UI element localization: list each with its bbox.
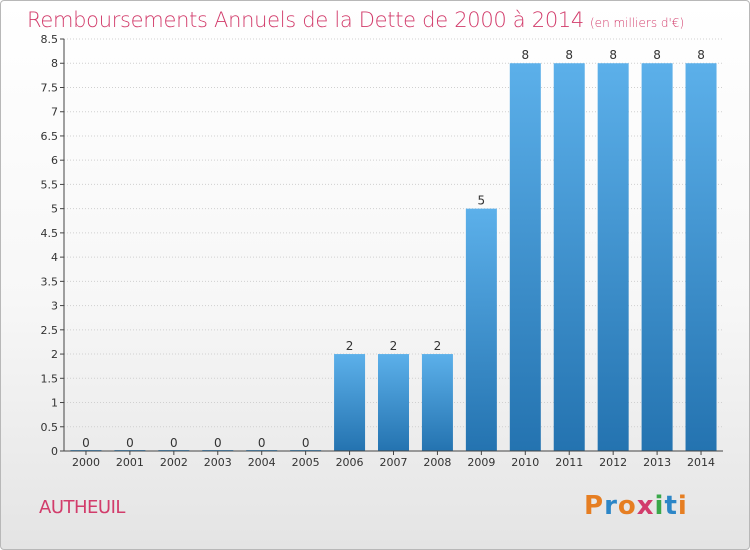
y-tick-label: 7 [51,106,58,119]
y-tick-label: 8.5 [41,33,59,46]
logo-letter: i [677,491,688,521]
x-tick-label: 2005 [292,456,320,469]
x-tick-label: 2013 [643,456,671,469]
data-label: 2 [346,339,354,353]
y-tick-label: 6.5 [41,130,59,143]
x-tick-label: 2001 [116,456,144,469]
x-tick-label: 2004 [248,456,276,469]
y-tick-label: 7.5 [41,81,59,94]
logo-letter: x [636,491,655,521]
chart-title: Remboursements Annuels de la Dette de 20… [27,8,684,32]
y-tick-label: 1 [51,397,58,410]
data-label: 5 [478,194,486,208]
bar [421,354,453,451]
commune-name: AUTHEUIL [39,497,125,518]
y-tick-label: 0 [51,445,58,458]
x-tick-label: 2011 [555,456,583,469]
y-tick-label: 5 [51,203,58,216]
bar [465,208,497,451]
data-label: 0 [170,436,178,450]
y-tick-label: 1.5 [41,372,59,385]
y-tick-label: 3.5 [41,275,59,288]
bar [641,63,673,452]
x-tick-label: 2003 [204,456,232,469]
data-label: 8 [653,48,661,62]
data-label: 0 [258,436,266,450]
data-label: 8 [609,48,617,62]
x-tick-label: 2002 [160,456,188,469]
y-tick-label: 0.5 [41,421,59,434]
x-tick-label: 2008 [423,456,451,469]
data-label: 0 [214,436,222,450]
chart-title-text: Remboursements Annuels de la Dette de 20… [27,8,584,32]
x-tick-label: 2009 [467,456,495,469]
y-tick-label: 5.5 [41,178,59,191]
y-tick-label: 2.5 [41,324,59,337]
logo-letter: t [664,491,678,521]
x-tick-label: 2007 [380,456,408,469]
logo-letter: r [604,491,618,521]
data-label: 2 [434,339,442,353]
y-tick-label: 8 [51,57,58,70]
y-tick-label: 2 [51,348,58,361]
data-label: 0 [302,436,310,450]
x-tick-label: 2006 [336,456,364,469]
y-tick-label: 4 [51,251,58,264]
logo-letter: i [654,491,665,521]
x-tick-label: 2010 [511,456,539,469]
logo-letter: P [584,491,605,521]
data-label: 8 [565,48,573,62]
x-tick-label: 2014 [687,456,715,469]
bar [553,63,585,452]
data-label: 0 [126,436,134,450]
chart-unit: (en milliers d'€) [590,16,685,30]
y-tick-label: 4.5 [41,227,59,240]
y-tick-label: 3 [51,300,58,313]
y-tick-label: 6 [51,154,58,167]
x-tick-label: 2000 [72,456,100,469]
data-label: 8 [521,48,529,62]
bar [378,354,409,451]
data-label: 8 [697,48,705,62]
proxiti-logo: Proxiti [584,491,688,521]
bar [597,63,629,452]
data-label: 0 [82,436,90,450]
bar [685,63,717,452]
bar [509,63,541,452]
bar [334,354,366,451]
data-label: 2 [390,339,398,353]
x-tick-label: 2012 [599,456,627,469]
logo-letter: o [617,491,637,521]
